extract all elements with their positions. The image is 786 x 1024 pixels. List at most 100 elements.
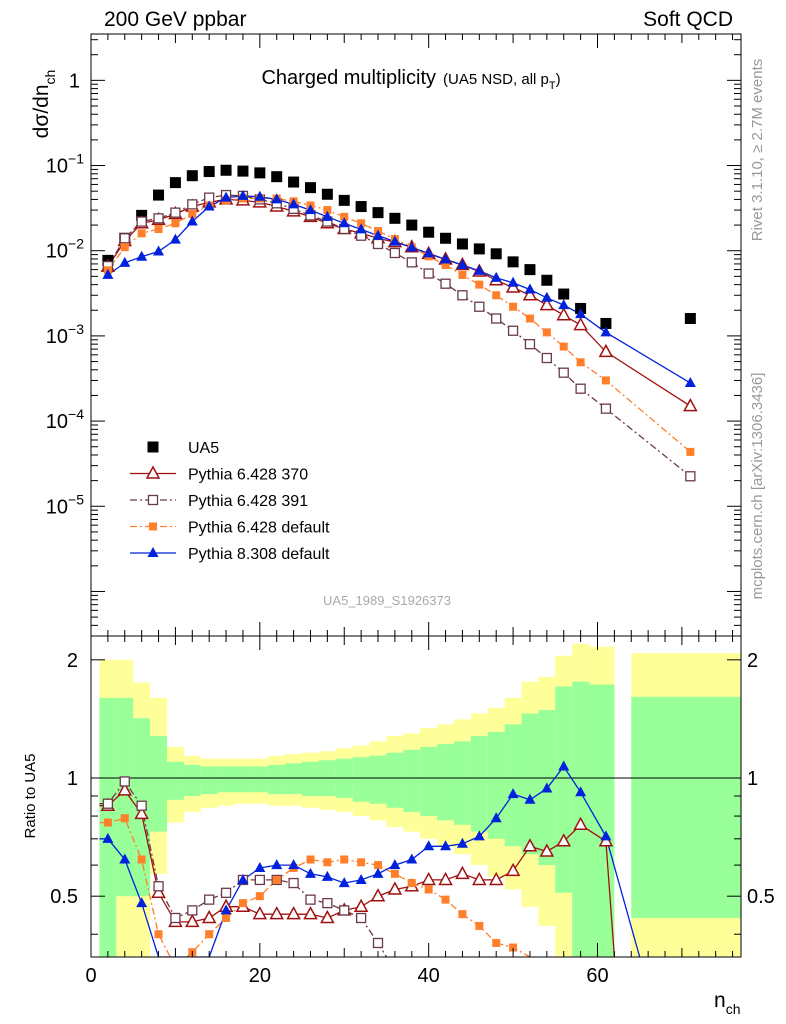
ratio-point-s4-30 bbox=[600, 830, 612, 841]
data-point-s0-25 bbox=[524, 264, 536, 276]
data-point-s0-8 bbox=[237, 165, 249, 177]
data-point-s2-18 bbox=[406, 257, 417, 268]
data-point-s4-29 bbox=[600, 326, 612, 337]
ratio-y-tick-label-right-2: 2 bbox=[747, 650, 758, 672]
data-point-s0-16 bbox=[372, 207, 384, 219]
ratio-point-s3-2 bbox=[120, 814, 129, 823]
ratio-point-s3-17 bbox=[374, 861, 383, 870]
ratio-point-s4-19 bbox=[406, 853, 418, 864]
data-point-s3-21 bbox=[458, 270, 467, 279]
series-line-1 bbox=[107, 198, 691, 407]
ratio-point-s3-18 bbox=[390, 869, 399, 878]
data-point-s2-21 bbox=[457, 290, 468, 301]
ratio-point-s1-13 bbox=[303, 906, 318, 920]
data-point-s3-2 bbox=[137, 229, 146, 238]
ratio-point-s4-27 bbox=[541, 782, 553, 793]
uncertainty-band-inner bbox=[555, 686, 573, 893]
data-point-s4-21 bbox=[456, 258, 468, 269]
data-point-s3-14 bbox=[340, 212, 349, 221]
ratio-point-s1-28 bbox=[556, 833, 571, 847]
data-point-s0-7 bbox=[220, 164, 232, 176]
uncertainty-band-inner bbox=[217, 766, 235, 793]
data-point-s0-13 bbox=[321, 188, 333, 200]
xlabel-main: n bbox=[714, 989, 726, 1012]
ratio-point-s4-3 bbox=[136, 897, 148, 908]
ratio-point-s4-24 bbox=[490, 812, 502, 823]
uncertainty-band-inner bbox=[183, 764, 201, 796]
data-point-s4-26 bbox=[541, 291, 553, 302]
ratio-point-s3-21 bbox=[441, 895, 450, 904]
y-tick-label-base: 10 bbox=[46, 411, 68, 433]
uncertainty-band-inner bbox=[453, 741, 471, 825]
data-point-s3-30 bbox=[686, 447, 695, 456]
data-point-s4-20 bbox=[440, 253, 452, 264]
legend-marker-0 bbox=[147, 441, 159, 453]
legend: UA5 Pythia 6.428 370 Pythia 6.428 391 Pythi… bbox=[130, 440, 330, 563]
x-axis-label: nch bbox=[714, 989, 740, 1017]
ratio-point-s1-16 bbox=[353, 898, 369, 912]
analysis-watermark: UA5_1989_S1926373 bbox=[323, 593, 451, 608]
ratio-point-s4-21 bbox=[440, 840, 452, 851]
legend-marker-2 bbox=[147, 494, 159, 506]
ratio-point-s4-17 bbox=[372, 867, 384, 878]
uncertainty-band-inner bbox=[285, 763, 303, 795]
data-point-s0-21 bbox=[456, 238, 468, 250]
ratio-point-s3-15 bbox=[340, 855, 349, 864]
uncertainty-band-inner bbox=[200, 766, 218, 795]
data-point-s1-26 bbox=[539, 297, 555, 311]
data-point-s3-5 bbox=[188, 209, 197, 218]
ratio-point-s1-29 bbox=[573, 816, 588, 831]
legend-marker-4 bbox=[147, 547, 159, 557]
data-point-s1-30 bbox=[683, 398, 698, 412]
ratio-point-s2-14 bbox=[322, 897, 333, 909]
data-point-s4-2 bbox=[136, 250, 148, 261]
data-point-s2-3 bbox=[153, 213, 164, 224]
data-point-s4-6 bbox=[203, 200, 215, 211]
ratio-point-s2-5 bbox=[170, 912, 181, 924]
y-tick-label-5: 10−5 bbox=[46, 491, 84, 518]
uncertainty-band-inner bbox=[251, 766, 269, 793]
uncertainty-band-inner bbox=[631, 696, 741, 918]
ratio-point-s3-23 bbox=[475, 921, 484, 930]
data-point-s3-3 bbox=[154, 224, 163, 233]
ratio-point-s2-12 bbox=[288, 877, 299, 889]
ratio-point-s1-4 bbox=[151, 884, 166, 899]
ratio-point-s1-6 bbox=[185, 913, 200, 928]
ratio-point-s2-4 bbox=[153, 881, 164, 892]
y-tick-label-exponent: −1 bbox=[68, 151, 84, 167]
ratio-point-s2-8 bbox=[220, 887, 232, 898]
ratio-y-tick-label-right-1: 1 bbox=[747, 768, 758, 790]
ratio-point-s1-7 bbox=[201, 909, 217, 924]
data-point-s4-18 bbox=[406, 241, 418, 252]
y-tick-label-base: 1 bbox=[69, 70, 80, 92]
data-point-s2-4 bbox=[170, 207, 181, 218]
ratio-point-s2-1 bbox=[102, 798, 114, 809]
data-point-s3-23 bbox=[492, 291, 501, 300]
ratio-point-s3-20 bbox=[424, 885, 433, 894]
uncertainty-band-inner bbox=[470, 735, 488, 832]
ratio-point-s3-22 bbox=[458, 910, 467, 919]
data-point-s4-19 bbox=[423, 247, 435, 258]
ratio-point-s4-12 bbox=[288, 859, 300, 870]
ratio-axes: 0.5 0.51 12 20 20 40 60 bbox=[50, 636, 775, 987]
data-point-s3-28 bbox=[576, 358, 585, 367]
ratio-frame bbox=[90, 635, 742, 958]
ratio-point-s4-11 bbox=[271, 859, 283, 870]
title-suffix-text: (UA5 NSD, all p bbox=[443, 71, 549, 88]
chart-title: Charged multiplicity bbox=[261, 67, 436, 89]
ylabel-main: dσ/dn bbox=[30, 84, 53, 138]
ylabel-sub: ch bbox=[42, 70, 58, 85]
data-point-s3-1 bbox=[120, 243, 129, 252]
y-axis-label: dσ/dnch bbox=[30, 70, 58, 139]
ratio-point-s3-7 bbox=[205, 930, 214, 939]
data-point-s4-27 bbox=[558, 299, 570, 310]
data-point-s0-30 bbox=[684, 313, 696, 325]
chart-title-suffix: (UA5 NSD, all pT) bbox=[443, 71, 561, 92]
y-tick-label-exponent: −2 bbox=[68, 236, 84, 252]
data-point-s0-10 bbox=[271, 171, 283, 183]
x-tick-label-3: 60 bbox=[586, 965, 608, 987]
ratio-point-s3-13 bbox=[306, 855, 315, 864]
data-point-s0-27 bbox=[558, 288, 570, 300]
data-point-s2-1 bbox=[119, 233, 130, 244]
